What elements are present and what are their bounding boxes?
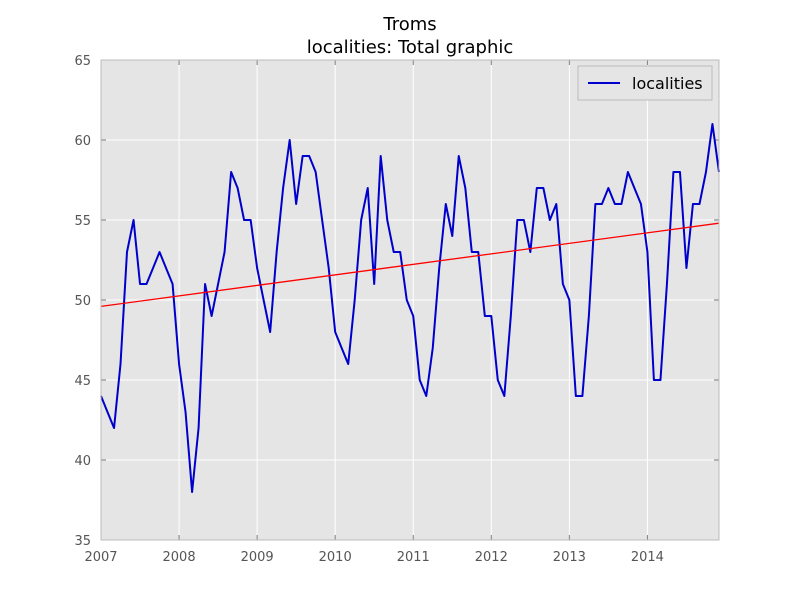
- x-tick-label: 2009: [241, 550, 274, 565]
- axis-ticks: 2007 2008 2009 2010 2011 2012 2013 2014 35 40 45 50…: [74, 54, 719, 565]
- chart-title: Troms: [382, 14, 436, 35]
- y-tick-label: 55: [74, 214, 91, 229]
- plot-frame: [100, 59, 720, 541]
- chart-subtitle: localities: Total graphic: [307, 37, 514, 58]
- series-layer: [100, 123, 720, 493]
- y-tick-label: 60: [74, 134, 91, 149]
- x-tick-label: 2014: [631, 550, 664, 565]
- legend: localities: [577, 65, 713, 101]
- x-tick-label: 2013: [553, 550, 586, 565]
- y-tick-label: 45: [74, 374, 91, 389]
- legend-label: localities: [632, 74, 703, 93]
- y-tick-label: 50: [74, 294, 91, 309]
- series-line-localities: [100, 123, 720, 493]
- y-tick-label: 40: [74, 454, 91, 469]
- x-tick-label: 2007: [84, 550, 117, 565]
- y-tick-label: 65: [74, 54, 91, 69]
- x-tick-label: 2011: [397, 550, 430, 565]
- x-tick-label: 2008: [163, 550, 196, 565]
- x-tick-label: 2010: [319, 550, 352, 565]
- trend-line: [100, 222, 720, 308]
- y-tick-label: 35: [74, 534, 91, 549]
- x-tick-label: 2012: [475, 550, 508, 565]
